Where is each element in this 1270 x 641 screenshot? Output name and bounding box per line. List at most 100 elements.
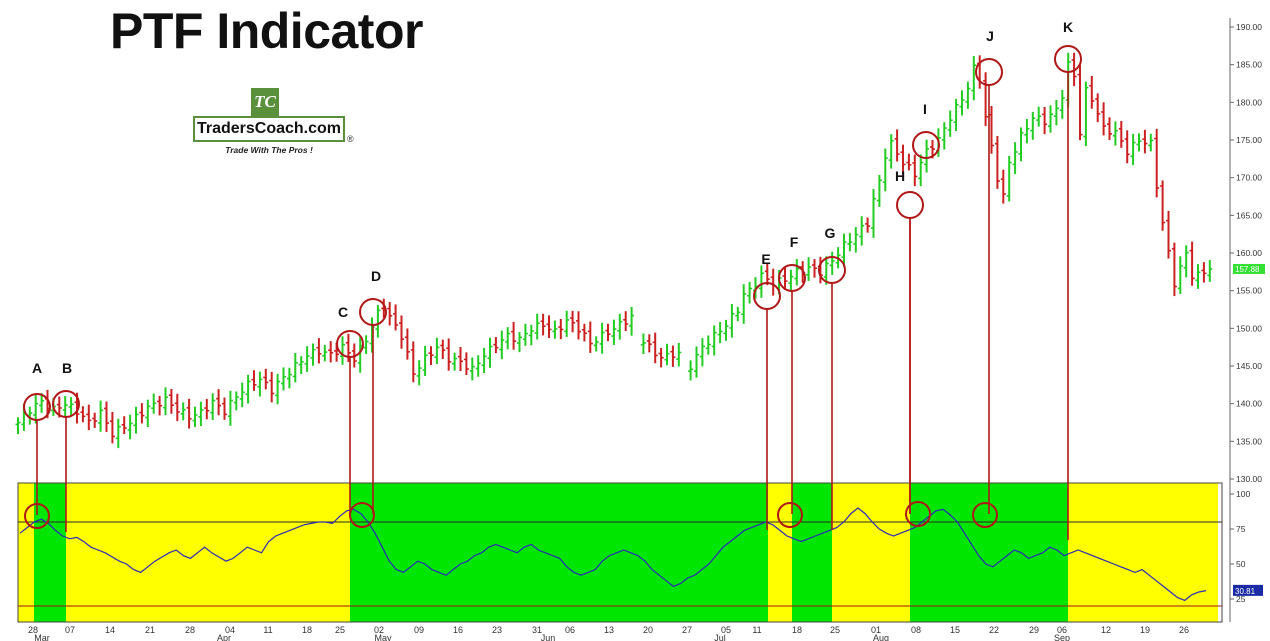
- x-tick-label: 11: [263, 625, 272, 635]
- signal-label: J: [986, 28, 994, 44]
- price-tick-label: 180.00: [1236, 97, 1262, 107]
- x-tick-label: 21: [145, 625, 155, 635]
- x-tick-label: 18: [792, 625, 802, 635]
- price-tick-label: 165.00: [1236, 210, 1262, 220]
- x-tick-label: 06: [1057, 625, 1067, 635]
- indicator-zone-yellow: [768, 483, 792, 622]
- month-label: Mar: [34, 633, 50, 641]
- month-label: Jun: [541, 633, 556, 641]
- x-tick-label: 28: [185, 625, 195, 635]
- x-tick-label: 26: [1179, 625, 1189, 635]
- signal-label: K: [1063, 19, 1073, 35]
- price-signal-circle: [975, 58, 1003, 86]
- price-signal-circle: [23, 393, 51, 421]
- x-tick-label: 15: [950, 625, 960, 635]
- x-tick-label: 31: [532, 625, 542, 635]
- price-tick-label: 150.00: [1236, 323, 1262, 333]
- price-signal-circle: [912, 131, 940, 159]
- signal-label: B: [62, 360, 72, 376]
- x-tick-label: 29: [1029, 625, 1039, 635]
- price-tick-label: 170.00: [1236, 173, 1262, 183]
- last-indicator-badge: [1233, 584, 1263, 596]
- x-tick-label: 13: [604, 625, 614, 635]
- page-title: PTF Indicator: [110, 3, 423, 59]
- indicator-tick-label: 75: [1236, 524, 1246, 534]
- x-tick-label: 01: [871, 625, 881, 635]
- last-indicator-label: 30.81: [1235, 587, 1256, 596]
- x-tick-label: 05: [721, 625, 731, 635]
- x-tick-label: 16: [453, 625, 463, 635]
- x-tick-label: 09: [414, 625, 424, 635]
- month-label: May: [374, 633, 392, 641]
- price-tick-label: 175.00: [1236, 135, 1262, 145]
- indicator-signal-circle: [349, 502, 375, 528]
- indicator-signal-circle: [972, 502, 998, 528]
- x-tick-label: 27: [682, 625, 692, 635]
- indicator-panel-frame: [17, 482, 1223, 623]
- x-tick-label: 25: [830, 625, 840, 635]
- price-signal-circle: [778, 264, 806, 292]
- price-signal-circle: [52, 390, 80, 418]
- signal-label: D: [371, 268, 381, 284]
- indicator-zone-yellow: [832, 483, 910, 622]
- logo-mark: TC: [251, 88, 279, 116]
- x-tick-label: 06: [565, 625, 575, 635]
- price-tick-label: 185.00: [1236, 60, 1262, 70]
- month-label: Aug: [873, 633, 889, 641]
- price-signal-circle: [818, 256, 846, 284]
- price-signal-circle: [336, 330, 364, 358]
- x-tick-label: 23: [492, 625, 502, 635]
- indicator-tick-label: 25: [1236, 594, 1246, 604]
- indicator-zone-green: [350, 483, 768, 622]
- price-tick-label: 190.00: [1236, 22, 1262, 32]
- price-signal-circle: [753, 282, 781, 310]
- month-label: Apr: [217, 633, 231, 641]
- price-tick-label: 145.00: [1236, 361, 1262, 371]
- signal-label: H: [895, 168, 905, 184]
- price-signal-circle: [359, 298, 387, 326]
- x-tick-label: 28: [28, 625, 38, 635]
- indicator-zone-yellow: [1068, 483, 1218, 622]
- indicator-signal-circle: [905, 501, 931, 527]
- x-tick-label: 20: [643, 625, 653, 635]
- indicator-zone-yellow: [66, 483, 350, 622]
- x-tick-label: 18: [302, 625, 312, 635]
- signal-label: C: [338, 304, 348, 320]
- price-tick-label: 130.00: [1236, 474, 1262, 484]
- month-label: Sep: [1054, 633, 1070, 641]
- indicator-zone-yellow: [18, 483, 34, 622]
- indicator-zone-green: [34, 483, 66, 622]
- logo-registered: ®: [347, 134, 354, 144]
- price-signal-circle: [896, 191, 924, 219]
- ptf-indicator-line: [19, 507, 1207, 602]
- signal-label: I: [923, 101, 927, 117]
- x-tick-label: 11: [752, 625, 761, 635]
- x-tick-label: 04: [225, 625, 235, 635]
- indicator-signal-circle: [24, 503, 50, 529]
- x-tick-label: 12: [1101, 625, 1111, 635]
- logo-tagline: Trade With The Pros !: [225, 145, 313, 155]
- x-tick-label: 22: [989, 625, 999, 635]
- last-price-badge: [1233, 263, 1265, 274]
- price-tick-label: 140.00: [1236, 399, 1262, 409]
- x-tick-label: 14: [105, 625, 115, 635]
- price-tick-label: 155.00: [1236, 286, 1262, 296]
- x-tick-label: 08: [911, 625, 921, 635]
- indicator-signal-circle: [777, 502, 803, 528]
- price-tick-label: 135.00: [1236, 436, 1262, 446]
- price-tick-label: 160.00: [1236, 248, 1262, 258]
- signal-label: E: [761, 251, 770, 267]
- last-price-label: 157.88: [1235, 265, 1260, 274]
- signal-label: A: [32, 360, 42, 376]
- price-signal-circle: [1054, 45, 1082, 73]
- indicator-tick-label: 50: [1236, 559, 1246, 569]
- signal-label: F: [790, 234, 799, 250]
- x-tick-label: 07: [65, 625, 75, 635]
- x-tick-label: 02: [374, 625, 384, 635]
- traderscoach-logo: TC TradersCoach.com ® Trade With The Pro…: [193, 88, 359, 160]
- x-tick-label: 25: [335, 625, 345, 635]
- month-label: Jul: [714, 633, 726, 641]
- indicator-zone-green: [792, 483, 832, 622]
- signal-label: G: [825, 225, 836, 241]
